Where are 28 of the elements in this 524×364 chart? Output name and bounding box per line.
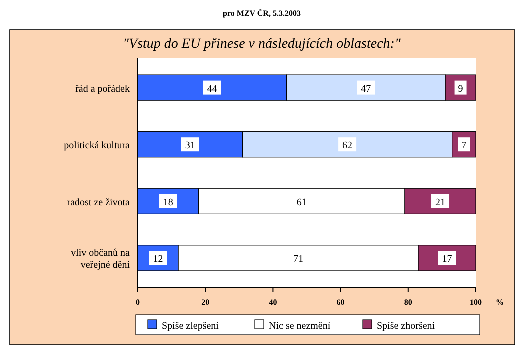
x-tick-label: 80 [404,298,412,307]
data-label: 18 [163,197,174,208]
x-axis-title: % [496,298,504,307]
data-label: 31 [185,140,196,152]
data-label: 62 [342,140,353,152]
y-tick-label: vliv občanů na veřejné dění [71,248,131,272]
x-tick-label: 0 [136,298,140,307]
y-tick-label: řád a pořádek [76,84,130,95]
data-label: 47 [361,84,372,95]
chart-subtitle: pro MZV ČR, 5.3.2003 [223,9,301,18]
data-label: 17 [442,254,452,266]
x-tick-label: 40 [269,298,278,307]
x-tick-label: 60 [336,298,345,307]
x-tick-label: 100 [470,298,482,307]
chart-title: "Vstup do EU přinese v následujících oblastech:" [123,37,401,52]
data-label: 21 [436,197,446,208]
y-tick-label: politická kultura [64,140,131,152]
legend-label: Nic se nezmění [269,321,331,332]
data-label: 7 [462,140,467,152]
data-label: 9 [458,84,464,95]
data-label: 71 [294,254,304,266]
data-label: 44 [207,84,218,95]
data-label: 61 [296,197,307,208]
y-tick-label: radost ze života [67,197,131,208]
data-label: 12 [153,254,164,266]
legend-label: Spíše zhoršení [377,321,436,332]
x-tick-label: 20 [202,298,210,307]
legend-label: Spíše zlepšení [162,321,220,332]
